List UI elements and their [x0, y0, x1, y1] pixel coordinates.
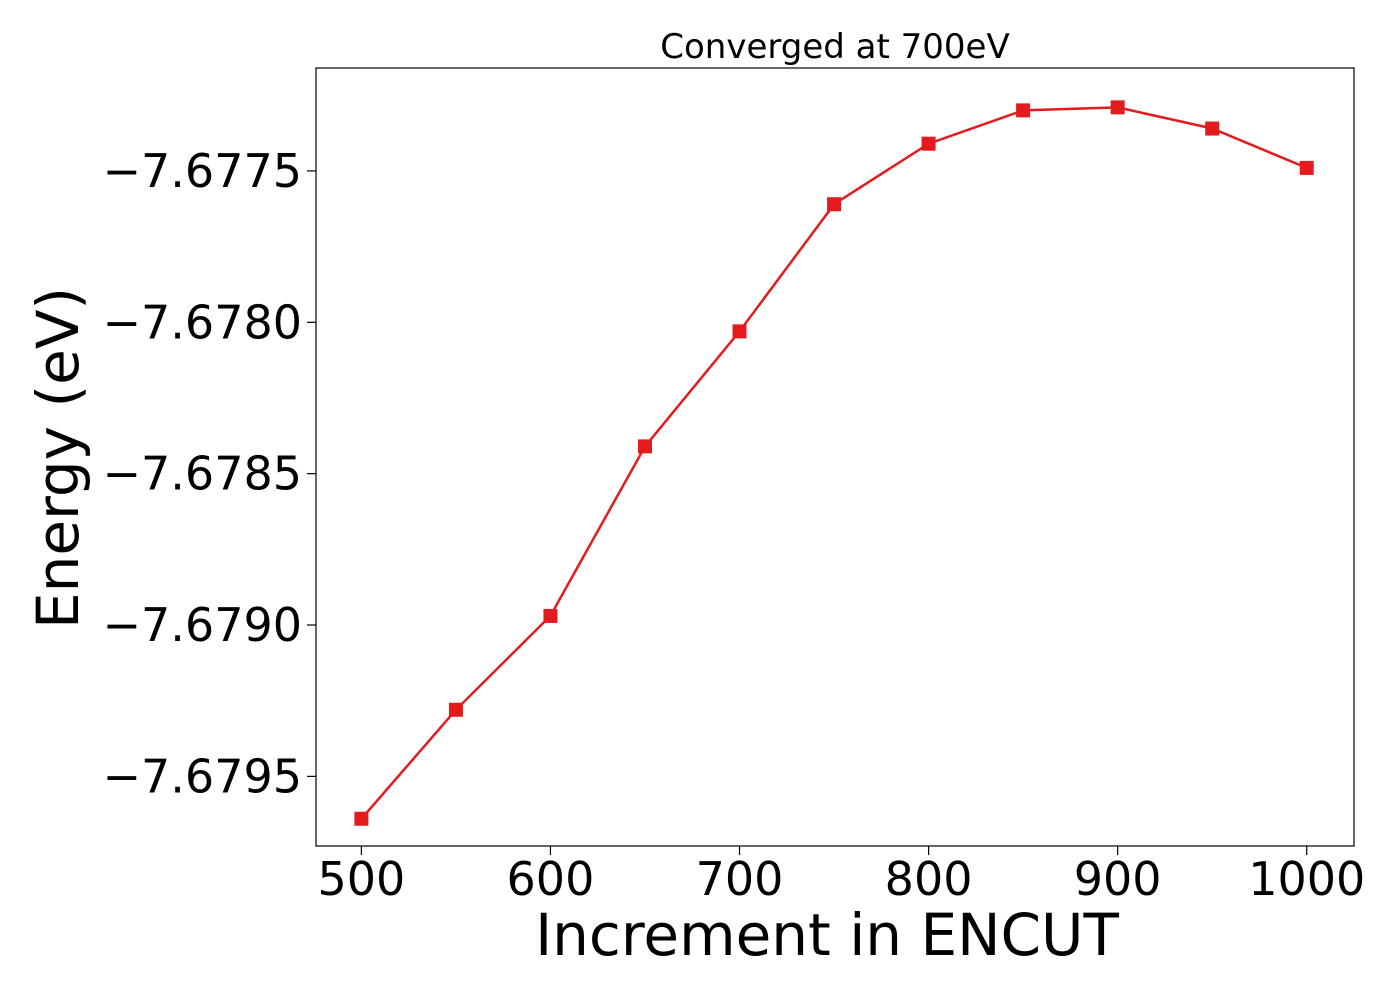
data-point [1016, 103, 1031, 118]
x-axis: 500 600 700 800 900 1000 [317, 846, 1365, 906]
data-point [448, 702, 463, 717]
plot-area [315, 67, 1355, 847]
data-point [1110, 100, 1125, 115]
y-tick-label: −7.6775 [103, 144, 303, 198]
chart-title: Converged at 700eV [660, 27, 1009, 67]
x-tick-label: 500 [317, 852, 405, 906]
data-point [1299, 160, 1314, 175]
x-tick-label: 600 [507, 852, 595, 906]
x-axis-label: Increment in ENCUT [535, 901, 1119, 969]
data-point [354, 811, 369, 826]
data-point [637, 439, 652, 454]
data-point [921, 136, 936, 151]
y-tick-label: −7.6780 [103, 295, 303, 349]
x-tick-label: 1000 [1248, 852, 1365, 906]
y-tick-label: −7.6790 [103, 598, 303, 652]
data-point [543, 608, 558, 623]
y-axis-label: Energy (eV) [24, 287, 92, 629]
y-tick-label: −7.6795 [103, 749, 303, 803]
x-tick-label: 700 [696, 852, 784, 906]
series-group [354, 100, 1314, 826]
plot-frame [315, 67, 1355, 847]
x-tick-label: 800 [885, 852, 973, 906]
x-tick-label: 900 [1074, 852, 1162, 906]
y-tick-label: −7.6785 [103, 447, 303, 501]
y-axis: −7.6795 −7.6790 −7.6785 −7.6780 −7.6775 [103, 144, 316, 803]
data-point [827, 197, 842, 212]
data-point [1205, 121, 1220, 136]
data-point [732, 324, 747, 339]
